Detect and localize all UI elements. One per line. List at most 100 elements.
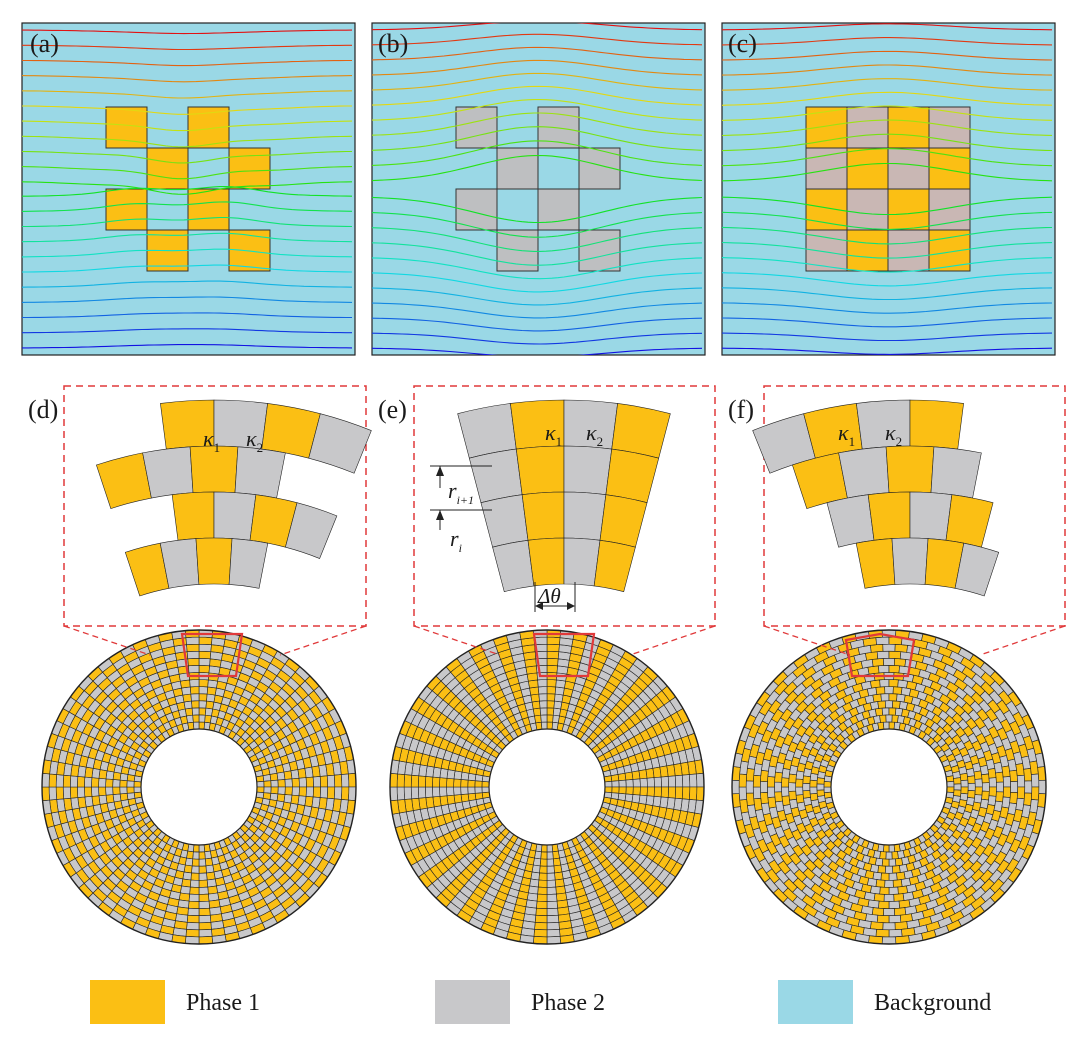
ring-cell <box>538 693 548 702</box>
ring-cell <box>546 643 560 653</box>
ring-cell <box>546 693 556 702</box>
ring-cell <box>326 786 336 800</box>
ring-cell <box>198 886 209 895</box>
ring-cell <box>1024 780 1033 794</box>
ring-cell <box>826 494 875 548</box>
ring-cell <box>552 857 562 867</box>
ring-cell <box>638 794 648 805</box>
panel-a-label: (a) <box>30 29 59 58</box>
ring-cell <box>206 686 217 696</box>
ring-cell <box>198 865 207 874</box>
field-line <box>722 133 1053 152</box>
ring-cell <box>546 665 558 674</box>
ring-cell <box>611 780 620 788</box>
ring-cell <box>204 850 212 860</box>
ring-cell <box>618 786 627 795</box>
ring-cell <box>816 783 825 791</box>
ring-cell <box>446 786 455 797</box>
ring-cell <box>563 537 601 587</box>
cell <box>846 188 889 231</box>
ring-cell <box>867 491 911 541</box>
ring-cell <box>880 693 890 702</box>
ring-cell <box>446 769 456 780</box>
field-line <box>372 196 703 224</box>
ring-cell <box>534 921 548 931</box>
ring-cell <box>198 900 210 909</box>
ring-cell <box>817 795 826 803</box>
ring-cell <box>91 777 100 788</box>
ring-cell <box>205 864 215 874</box>
ring-cell <box>888 928 903 938</box>
ring-cell <box>119 779 128 788</box>
ring-cell <box>340 773 350 788</box>
ring-cell <box>888 665 900 674</box>
ring-cell <box>184 936 200 945</box>
ring-cell <box>802 790 811 799</box>
ring-cell <box>546 886 557 895</box>
ring-cell <box>191 700 200 709</box>
ring-cell <box>198 686 209 695</box>
ring-cell <box>98 769 108 780</box>
ring-cell <box>283 770 293 780</box>
ring-cell <box>256 781 265 788</box>
ring-cell <box>738 773 748 788</box>
ring-cell <box>285 502 338 559</box>
ring-cell <box>954 542 1000 597</box>
ring-cell <box>119 792 129 802</box>
ring-cell <box>981 782 990 792</box>
ring-cell <box>326 774 336 788</box>
ring-cell <box>618 779 627 788</box>
ring-cell <box>802 782 811 792</box>
ring-cell <box>538 872 548 881</box>
ring-cell <box>892 700 901 709</box>
field-line <box>372 302 703 319</box>
cell <box>228 147 271 190</box>
panel-b-cells <box>455 106 621 272</box>
panel-f-ring <box>731 629 1047 945</box>
ring-cell <box>126 792 136 800</box>
ring-cell <box>276 771 286 781</box>
ring-cell <box>446 794 456 805</box>
ring-cell <box>610 774 620 782</box>
ring-cell <box>98 794 108 805</box>
ring-cell <box>946 781 955 788</box>
ring-cell <box>885 445 935 493</box>
ring-cell <box>875 879 886 888</box>
ring-cell <box>674 774 684 788</box>
ring-cell <box>1030 773 1040 788</box>
ring-cell <box>894 857 904 867</box>
panel-f: (f) κ1 κ2 <box>728 385 1066 945</box>
ring-cell <box>474 786 483 794</box>
ring-cell <box>875 928 890 938</box>
panel-e-highlight <box>532 632 596 678</box>
field-line <box>372 23 703 31</box>
ring-cell <box>312 776 321 788</box>
cell <box>805 188 848 231</box>
field-line <box>22 75 353 83</box>
ring-cell <box>681 786 691 800</box>
ring-cell <box>105 794 115 804</box>
panel-f-kappa2: κ2 <box>885 420 902 449</box>
ring-cell <box>873 893 885 902</box>
ring-cell <box>1016 786 1026 800</box>
panel-e-zoom-cells <box>457 399 671 593</box>
panel-f-zoom-box <box>763 385 1066 627</box>
ring-cell <box>189 886 200 895</box>
ring-cell <box>298 786 307 797</box>
ring-cell <box>883 721 890 730</box>
ring-cell <box>674 786 684 800</box>
ring-cell <box>198 844 205 853</box>
panel-f-zoom-cells <box>752 399 1000 597</box>
ring-cell <box>646 786 655 797</box>
ring-cell <box>639 786 648 797</box>
ring-cell <box>897 850 905 859</box>
cell <box>846 106 889 149</box>
ring-cell <box>888 844 895 853</box>
ring-cell <box>632 786 641 796</box>
ring-cell <box>546 879 557 888</box>
ring-cell <box>533 928 548 938</box>
field-line <box>722 148 1053 167</box>
ring-cell <box>681 774 691 788</box>
ring-cell <box>439 786 448 797</box>
ring-cell <box>191 865 200 874</box>
